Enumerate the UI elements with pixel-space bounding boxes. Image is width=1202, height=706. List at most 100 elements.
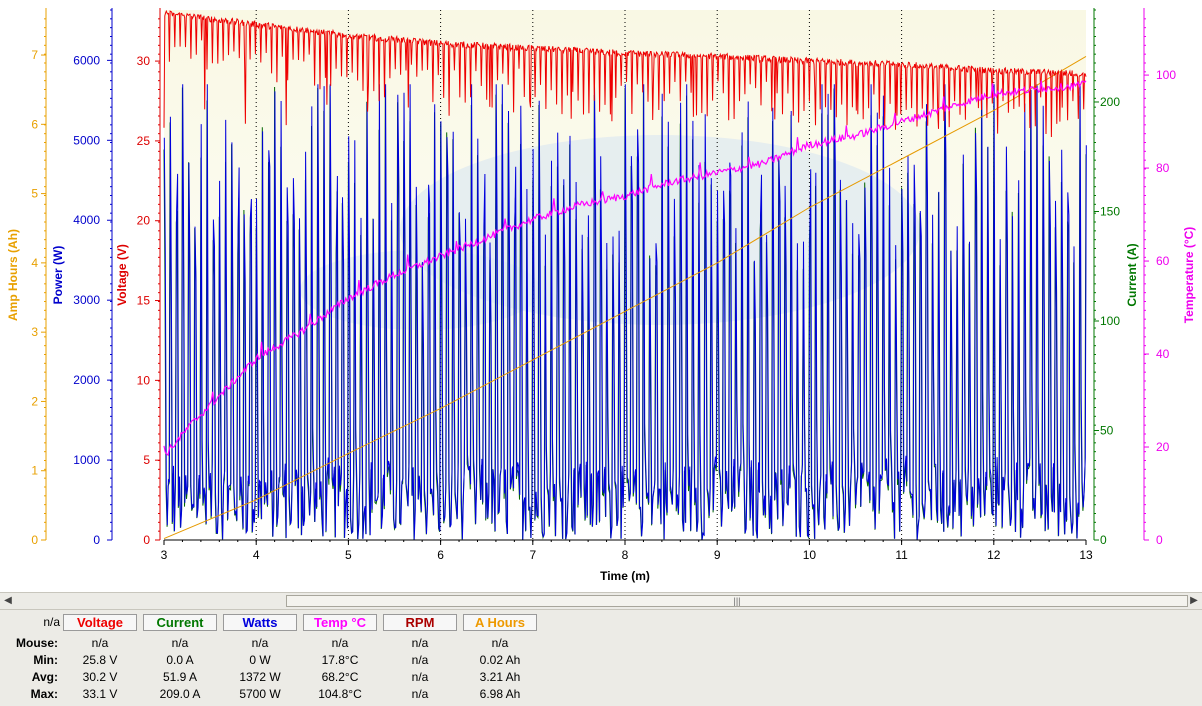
stats-row-label: Min: xyxy=(33,653,58,667)
voltage-tick-label: 10 xyxy=(137,373,151,387)
stats-cell: n/a xyxy=(491,636,509,650)
voltage-series xyxy=(163,9,1087,138)
stats-corner-label: n/a xyxy=(43,615,60,629)
temperature-tick-label: 40 xyxy=(1156,347,1170,361)
stats-cell: n/a xyxy=(411,687,429,701)
stats-cell: n/a xyxy=(171,636,189,650)
amp-hours-axis-title: Amp Hours (Ah) xyxy=(6,229,20,321)
scrollbar-thumb[interactable]: ||| xyxy=(286,595,1188,607)
power-series xyxy=(163,84,1087,540)
amp-hours-line xyxy=(163,55,1087,540)
current-axis-title: Current (A) xyxy=(1125,243,1139,306)
x-tick-label: 10 xyxy=(803,548,817,562)
stats-cell: n/a xyxy=(411,653,429,667)
stats-cell: n/a xyxy=(91,636,109,650)
amp-hours-tick-label: 4 xyxy=(31,256,38,270)
stats-cell: 33.1 V xyxy=(82,687,118,701)
temperature-axis-title: Temperature (°C) xyxy=(1182,227,1196,324)
x-tick-label: 9 xyxy=(714,548,721,562)
x-tick-label: 5 xyxy=(345,548,352,562)
column-header[interactable]: A Hours xyxy=(463,614,537,631)
stats-cell: 0.0 A xyxy=(166,653,194,667)
power-axis-title: Power (W) xyxy=(51,246,65,305)
voltage-tick-label: 25 xyxy=(137,134,151,148)
power-tick-label: 1000 xyxy=(73,453,100,467)
voltage-line xyxy=(163,9,1087,138)
voltage-tick-label: 30 xyxy=(137,54,151,68)
stats-cell: n/a xyxy=(411,670,429,684)
stats-cell: 51.9 A xyxy=(162,670,198,684)
stats-cell: 68.2°C xyxy=(321,670,359,684)
voltage-tick-label: 5 xyxy=(143,453,150,467)
scroll-right-arrow-icon[interactable]: ▶ xyxy=(1190,595,1198,606)
stats-cell: 0 W xyxy=(249,653,271,667)
temperature-tick-label: 100 xyxy=(1156,68,1176,82)
power-tick-label: 6000 xyxy=(73,53,100,67)
current-tick-label: 50 xyxy=(1100,423,1114,437)
amp-hours-tick-label: 1 xyxy=(31,464,38,478)
stats-cell: n/a xyxy=(411,636,429,650)
scroll-left-arrow-icon[interactable]: ◀ xyxy=(4,595,12,606)
temperature-line xyxy=(163,80,1087,457)
power-tick-label: 3000 xyxy=(73,293,100,307)
x-tick-label: 11 xyxy=(895,548,908,562)
stats-cell: 3.21 Ah xyxy=(479,670,521,684)
x-tick-label: 6 xyxy=(437,548,444,562)
amp-hours-tick-label: 5 xyxy=(31,187,38,201)
current-tick-label: 150 xyxy=(1100,204,1120,218)
voltage-tick-label: 15 xyxy=(137,294,151,308)
horizontal-scrollbar[interactable]: ◀ ||| ▶ xyxy=(0,592,1202,610)
stats-cell: 209.0 A xyxy=(159,687,201,701)
x-tick-label: 12 xyxy=(987,548,1001,562)
amp-hours-tick-label: 2 xyxy=(31,394,38,408)
amp-hours-series xyxy=(163,55,1087,540)
watts-line xyxy=(163,84,1087,540)
power-tick-label: 0 xyxy=(93,533,100,547)
stats-cell: n/a xyxy=(331,636,349,650)
x-tick-label: 3 xyxy=(161,548,168,562)
power-tick-label: 4000 xyxy=(73,213,100,227)
amp-hours-tick-label: 7 xyxy=(31,48,38,62)
temperature-tick-label: 80 xyxy=(1156,161,1170,175)
current-tick-label: 0 xyxy=(1100,533,1107,547)
column-header[interactable]: Temp °C xyxy=(303,614,377,631)
x-tick-label: 7 xyxy=(529,548,536,562)
power-tick-label: 2000 xyxy=(73,373,100,387)
column-header[interactable]: Voltage xyxy=(63,614,137,631)
stats-cell: 30.2 V xyxy=(82,670,118,684)
stats-panel: n/a Voltage Current Watts Temp °C RPM A Hours M… xyxy=(0,610,1202,706)
amp-hours-tick-label: 3 xyxy=(31,325,38,339)
x-tick-label: 8 xyxy=(622,548,629,562)
stats-cell: 6.98 Ah xyxy=(479,687,521,701)
power-tick-label: 5000 xyxy=(73,133,100,147)
column-header[interactable]: Current xyxy=(143,614,217,631)
x-tick-label: 4 xyxy=(253,548,260,562)
stats-cell: 0.02 Ah xyxy=(479,653,521,667)
stats-row-label: Max: xyxy=(30,687,58,701)
x-tick-label: 13 xyxy=(1079,548,1093,562)
temperature-tick-label: 20 xyxy=(1156,440,1170,454)
voltage-tick-label: 20 xyxy=(137,214,151,228)
stats-row-label: Avg: xyxy=(31,670,58,684)
column-header[interactable]: Watts xyxy=(223,614,297,631)
column-header[interactable]: RPM xyxy=(383,614,457,631)
temperature-series xyxy=(163,80,1087,457)
voltage-axis-title: Voltage (V) xyxy=(115,244,129,306)
stats-cell: 25.8 V xyxy=(82,653,118,667)
stats-cell: 17.8°C xyxy=(321,653,359,667)
amp-hours-tick-label: 6 xyxy=(31,117,38,131)
stats-cell: 1372 W xyxy=(239,670,281,684)
stats-row-label: Mouse: xyxy=(16,636,58,650)
temperature-tick-label: 60 xyxy=(1156,254,1170,268)
x-axis-title: Time (m) xyxy=(600,569,650,583)
amp-hours-tick-label: 0 xyxy=(31,533,38,547)
stats-cell: n/a xyxy=(251,636,269,650)
current-tick-label: 200 xyxy=(1100,95,1120,109)
stats-cell: 104.8°C xyxy=(318,687,362,701)
voltage-tick-label: 0 xyxy=(143,533,150,547)
stats-cell: 5700 W xyxy=(239,687,281,701)
temperature-tick-label: 0 xyxy=(1156,533,1163,547)
current-tick-label: 100 xyxy=(1100,314,1120,328)
